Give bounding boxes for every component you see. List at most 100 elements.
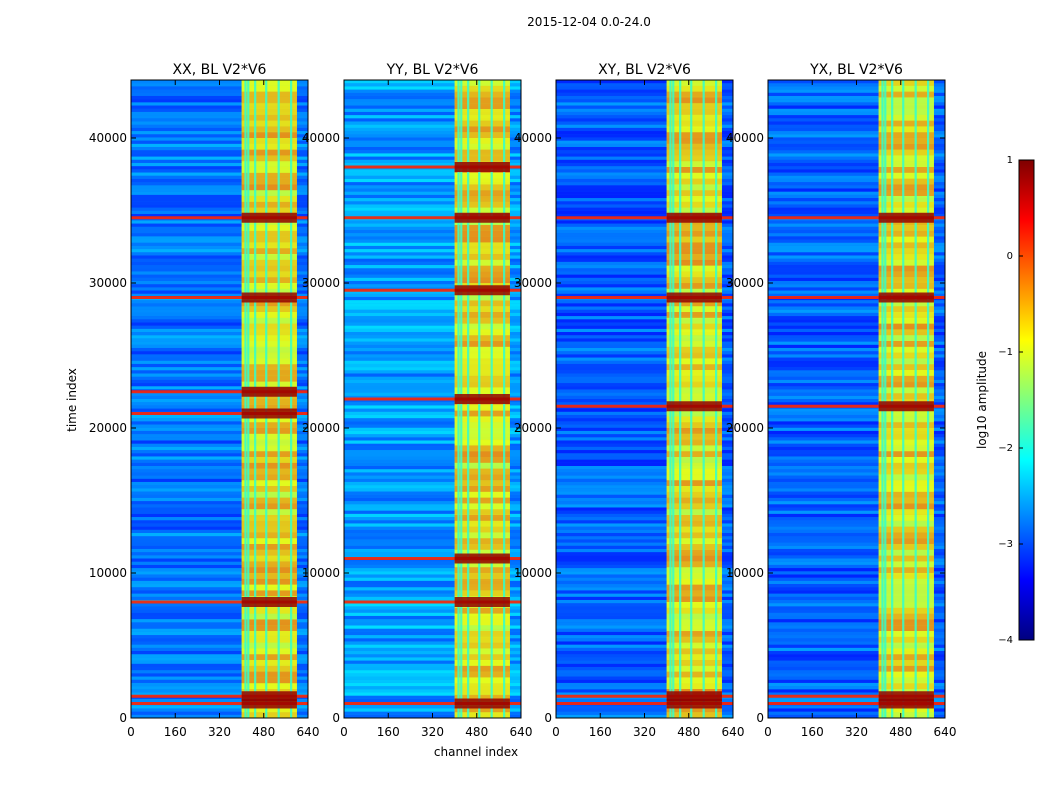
time-noise-row <box>131 532 308 537</box>
rfi-band-cell <box>241 578 297 585</box>
time-noise-row <box>131 271 308 275</box>
time-noise-row <box>768 287 945 291</box>
time-noise-row <box>344 137 521 141</box>
time-noise-row <box>344 517 521 521</box>
rfi-band-cell <box>666 207 722 214</box>
time-noise-row <box>344 536 521 540</box>
time-noise-row <box>131 478 308 482</box>
rfi-column <box>881 80 884 718</box>
time-noise-row <box>344 319 521 323</box>
time-noise-row <box>556 150 733 154</box>
time-noise-row <box>768 182 945 186</box>
time-noise-row <box>556 501 733 505</box>
time-noise-row <box>131 105 308 109</box>
rfi-column <box>914 80 917 718</box>
time-noise-row <box>556 491 733 495</box>
rfi-band-cell <box>666 114 722 121</box>
saturated-row <box>131 702 308 705</box>
time-noise-row <box>556 341 733 345</box>
time-noise-row <box>768 367 945 371</box>
time-noise-row <box>768 261 945 266</box>
rfi-band-cell <box>878 242 934 249</box>
saturated-row <box>768 216 945 220</box>
rfi-band-cell <box>878 341 934 347</box>
time-noise-row <box>556 660 733 664</box>
rfi-band-cell <box>241 161 297 167</box>
time-noise-row <box>344 140 521 144</box>
time-noise-row <box>344 539 521 543</box>
rfi-band-cell <box>666 109 722 115</box>
rfi-band-cell <box>878 300 934 307</box>
rfi-band-cell <box>241 277 297 283</box>
time-noise-row <box>556 682 733 687</box>
rfi-band-cell <box>878 381 934 388</box>
time-noise-row <box>131 670 308 674</box>
time-noise-row <box>556 641 733 645</box>
rfi-band-cell <box>241 439 297 446</box>
time-noise-row <box>344 198 521 202</box>
time-noise-row <box>131 663 308 667</box>
time-noise-row <box>556 131 733 135</box>
y-tick-label: 40000 <box>514 131 552 145</box>
rfi-band-cell <box>878 712 934 718</box>
time-noise-row <box>768 258 945 262</box>
rfi-band-cell <box>241 259 297 266</box>
rfi-band-cell <box>241 271 297 278</box>
time-noise-row <box>768 265 945 269</box>
time-noise-row <box>344 249 521 253</box>
time-noise-row <box>344 373 521 377</box>
time-noise-row <box>556 478 733 482</box>
rfi-band-cell <box>241 155 297 162</box>
time-noise-row <box>131 312 308 317</box>
rfi-band-cell <box>454 109 510 115</box>
rfi-band-cell <box>666 503 722 510</box>
time-noise-row <box>131 497 308 502</box>
time-noise-row <box>556 233 733 237</box>
time-noise-row <box>131 517 308 521</box>
rfi-band-cell <box>454 358 510 365</box>
time-noise-row <box>344 705 521 709</box>
time-noise-row <box>768 233 945 237</box>
time-noise-row <box>556 229 733 234</box>
rfi-band-cell <box>666 155 722 162</box>
rfi-band-cell <box>454 677 510 684</box>
time-noise-row <box>768 204 945 208</box>
time-noise-row <box>131 673 308 677</box>
rfi-band-cell <box>878 190 934 196</box>
rfi-band-cell <box>666 636 722 643</box>
rfi-band-cell <box>454 404 510 411</box>
time-noise-row <box>344 280 521 285</box>
time-noise-row <box>556 552 733 556</box>
time-noise-row <box>131 134 308 138</box>
rfi-band-cell <box>454 515 510 521</box>
time-noise-row <box>131 609 308 613</box>
rfi-band-cell <box>666 288 722 295</box>
time-noise-row <box>344 507 521 511</box>
time-noise-row <box>344 226 521 230</box>
rfi-band-cell <box>454 584 510 591</box>
time-noise-row <box>768 105 945 109</box>
time-noise-row <box>131 558 308 562</box>
saturated-block <box>878 401 934 412</box>
time-noise-row <box>344 651 521 655</box>
time-noise-row <box>768 201 945 205</box>
time-noise-row <box>556 303 733 307</box>
rfi-band-cell <box>241 480 297 486</box>
rfi-band-cell <box>454 323 510 330</box>
colorbar-tick-label: 1 <box>1007 155 1013 166</box>
rfi-band-cell <box>454 352 510 359</box>
time-noise-row <box>131 682 308 687</box>
rfi-band-cell <box>454 480 510 486</box>
time-noise-row <box>556 440 733 444</box>
rfi-band-cell <box>666 497 722 504</box>
time-noise-row <box>131 686 308 690</box>
saturated-row <box>131 694 308 698</box>
time-noise-row <box>768 395 945 399</box>
time-noise-row <box>556 198 733 202</box>
time-noise-row <box>131 491 308 495</box>
time-noise-row <box>768 686 945 690</box>
time-noise-row <box>768 322 945 326</box>
time-noise-row <box>768 698 945 703</box>
rfi-band-cell <box>666 607 722 614</box>
time-noise-row <box>768 127 945 132</box>
